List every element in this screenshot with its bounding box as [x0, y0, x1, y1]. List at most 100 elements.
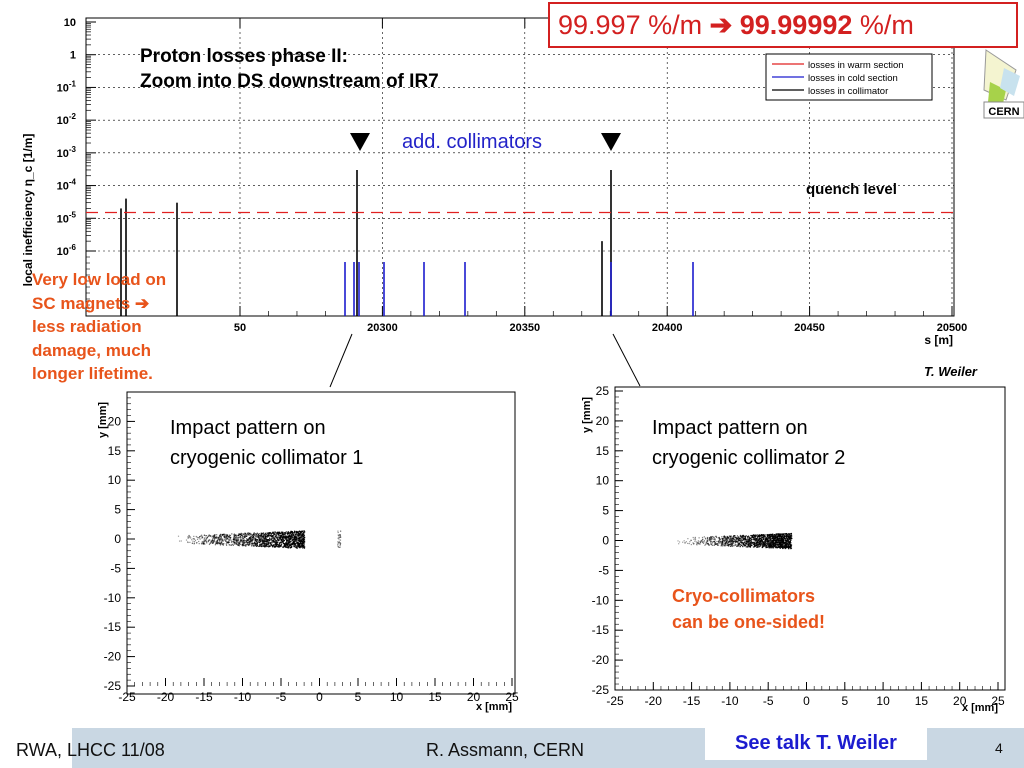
impact-point: [296, 541, 299, 544]
impact-point: [256, 545, 258, 547]
impact-point: [718, 540, 720, 542]
impact-point: [282, 540, 284, 543]
impact-point: [269, 545, 271, 548]
impact-point: [715, 543, 717, 546]
impact-point: [233, 538, 235, 541]
impact-point: [780, 544, 783, 546]
impact-point: [744, 536, 746, 538]
impact-point: [220, 535, 222, 537]
impact-point: [194, 541, 196, 543]
impact-point: [245, 540, 247, 542]
impact-point: [287, 539, 289, 542]
impact-point: [280, 545, 282, 548]
see-talk-link[interactable]: See talk T. Weiler: [705, 726, 927, 760]
impact-point: [771, 541, 774, 544]
impact-point: [239, 540, 241, 542]
impact-point: [256, 535, 258, 537]
sc-magnets-callout: Very low load on SC magnets ➔ less radia…: [32, 268, 232, 386]
impact-point: [286, 535, 288, 537]
impact-point: [778, 535, 780, 538]
impact-point: [208, 543, 211, 546]
impact-point: [216, 534, 218, 536]
impact-point: [706, 540, 708, 542]
impact-point: [758, 534, 761, 536]
impact-point: [295, 534, 297, 536]
impact-point: [251, 539, 253, 542]
impact-point: [220, 537, 222, 539]
impact-point: [278, 531, 280, 533]
impact-point: [283, 543, 286, 545]
impact-point: [719, 542, 721, 544]
sc-callout-line-3: less radiation: [32, 317, 142, 336]
impact-point: [758, 543, 760, 545]
impact-point: [185, 539, 188, 541]
impact-point: [764, 538, 766, 540]
impact-point: [209, 542, 211, 544]
impact-point: [758, 535, 760, 537]
impact-point: [227, 541, 229, 543]
impact-point: [269, 535, 271, 537]
impact-point: [267, 539, 270, 541]
impact-point: [748, 542, 750, 545]
impact-point: [788, 545, 790, 547]
impact-point: [766, 537, 768, 540]
y-tick-exponent: -1: [69, 79, 77, 88]
impact-point: [708, 539, 710, 542]
impact-point: [188, 536, 190, 538]
impact-point: [747, 542, 750, 544]
impact-point: [277, 546, 279, 548]
impact-point: [275, 537, 277, 539]
impact-point: [209, 535, 212, 537]
impact-point: [215, 536, 217, 538]
impact-point: [187, 536, 189, 538]
impact-title-2: Impact pattern on cryogenic collimator 2: [652, 413, 845, 473]
impact-point: [255, 540, 257, 542]
impact-point: [228, 544, 230, 546]
impact-point: [729, 538, 732, 540]
impact-point: [260, 536, 262, 538]
impact-point: [790, 535, 792, 538]
impact-point: [253, 534, 256, 536]
impact-point: [277, 541, 279, 543]
impact-point: [282, 546, 284, 549]
impact-point: [743, 538, 746, 540]
impact-point: [779, 541, 782, 543]
impact-point: [202, 542, 205, 545]
impact-point: [717, 541, 720, 543]
impact-point: [718, 539, 720, 541]
impact-point: [266, 536, 268, 538]
impact-point: [246, 539, 248, 541]
impact-point: [273, 544, 275, 546]
impact-point: [298, 534, 300, 536]
impact-point: [271, 537, 273, 539]
impact-point: [751, 542, 753, 545]
x-tick-label: -15: [195, 690, 213, 704]
impact-point: [748, 546, 750, 548]
impact-point: [303, 534, 305, 537]
impact-point: [221, 538, 223, 540]
impact-point: [755, 540, 757, 542]
impact-point: [785, 533, 787, 535]
impact-point: [766, 540, 768, 542]
impact-point: [739, 539, 741, 542]
impact-point: [698, 537, 700, 539]
impact-point: [304, 531, 306, 533]
impact-point: [749, 542, 752, 544]
impact-point: [339, 544, 341, 546]
impact-point: [776, 533, 778, 535]
impact-point: [760, 538, 763, 541]
impact-point: [732, 536, 734, 538]
impact-point: [777, 539, 779, 541]
impact-point: [337, 544, 339, 546]
impact-point: [733, 545, 735, 547]
impact-point: [788, 534, 790, 537]
impact-point: [712, 541, 714, 543]
impact-point: [240, 538, 242, 540]
impact-point: [758, 546, 760, 548]
impact-point: [271, 536, 273, 538]
impact-point: [785, 544, 787, 546]
impact-point: [773, 534, 776, 536]
impact-point: [239, 543, 241, 545]
impact-point: [303, 547, 306, 549]
impact-point: [235, 536, 237, 539]
